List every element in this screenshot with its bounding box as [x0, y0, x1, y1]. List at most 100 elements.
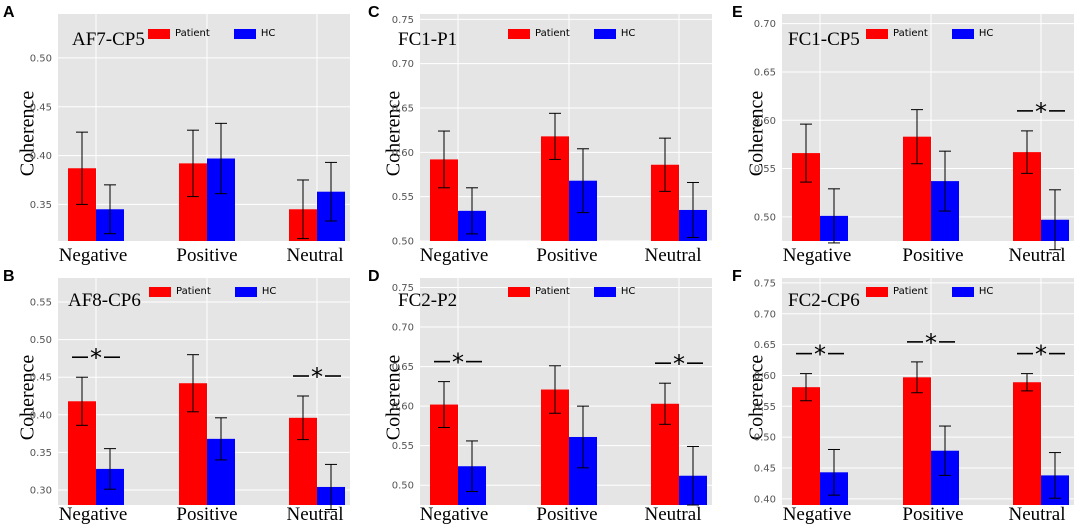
patient-bar-neutral — [1013, 382, 1041, 505]
x-tick-label: Positive — [536, 504, 598, 525]
x-tick-label: Positive — [536, 245, 598, 266]
legend-patient-label: Patient — [535, 286, 570, 297]
legend-hc-label: HC — [261, 286, 277, 297]
panel-letter: E — [732, 4, 743, 21]
x-tick-label: Negative — [58, 245, 128, 266]
panel-letter: F — [732, 268, 742, 285]
chart-title: FC1-P1 — [398, 29, 458, 50]
y-tick-label: 0.65 — [754, 67, 776, 78]
legend-patient-label: Patient — [175, 28, 210, 39]
y-tick-label: 0.35 — [30, 200, 52, 211]
legend-patient: Patient — [866, 28, 928, 39]
panel-letter: B — [3, 268, 15, 285]
legend-patient-label: Patient — [893, 286, 928, 297]
legend-hc-label: HC — [620, 286, 636, 297]
panel-letter: D — [368, 268, 380, 285]
legend-hc: HC — [593, 286, 636, 297]
y-tick-label: 0.40 — [30, 410, 52, 421]
y-tick-label: 0.45 — [30, 373, 52, 384]
y-tick-label: 0.75 — [392, 15, 414, 26]
x-tick-label: Positive — [176, 245, 238, 266]
legend-hc-swatch — [593, 28, 616, 39]
x-tick-label: Neutral — [286, 504, 344, 525]
x-tick-label: Neutral — [1008, 245, 1066, 266]
legend: Patient HC — [508, 28, 659, 39]
y-tick-label: 0.50 — [754, 212, 776, 223]
chart-svg: 0.40 0.45 0.50 0.55 0.60 0.65 0.70 0.75 * * * — [754, 278, 1074, 505]
y-tick-label: 0.65 — [754, 340, 776, 351]
chart-panel-c: C Coherence 0.50 0.55 0.60 0.65 0.70 0.75 FC1… — [362, 0, 722, 266]
legend-patient: Patient — [508, 286, 570, 297]
chart-panel-e: E Coherence 0.50 0.55 0.60 0.65 0.70 * FC1-CP… — [724, 0, 1084, 266]
y-tick-label: 0.75 — [754, 278, 776, 289]
x-tick-label: Negative — [419, 245, 489, 266]
legend-hc-label: HC — [978, 28, 994, 39]
legend-hc-label: HC — [620, 28, 636, 39]
significance-star: * — [1035, 98, 1047, 126]
y-tick-label: 0.55 — [754, 164, 776, 175]
y-tick-label: 0.40 — [30, 151, 52, 162]
y-tick-label: 0.45 — [754, 463, 776, 474]
y-tick-label: 0.65 — [392, 103, 414, 114]
chart-title: AF7-CP5 — [72, 29, 145, 50]
legend: Patient HC — [508, 286, 659, 297]
legend-patient: Patient — [148, 28, 210, 39]
y-tick-label: 0.50 — [30, 335, 52, 346]
chart-svg: 0.50 0.55 0.60 0.65 0.70 0.75 * * — [392, 278, 712, 506]
y-tick-label: 0.30 — [30, 485, 52, 496]
x-tick-label: Neutral — [1008, 504, 1066, 525]
legend-hc-label: HC — [260, 28, 276, 39]
legend-patient-swatch — [866, 286, 888, 297]
y-tick-label: 0.70 — [392, 59, 414, 70]
y-tick-label: 0.60 — [392, 402, 414, 413]
y-tick-label: 0.50 — [392, 481, 414, 492]
y-tick-label: 0.60 — [754, 116, 776, 127]
chart-title: FC2-CP6 — [788, 290, 860, 311]
y-tick-label: 0.75 — [392, 283, 414, 294]
y-tick-label: 0.40 — [754, 494, 776, 505]
x-tick-label: Neutral — [644, 245, 702, 266]
significance-star: * — [452, 349, 464, 377]
legend: Patient HC — [866, 28, 1017, 39]
significance-star: * — [1035, 341, 1047, 369]
significance-star: * — [814, 341, 826, 369]
y-tick-label: 0.55 — [754, 402, 776, 413]
legend-hc: HC — [951, 28, 994, 39]
y-tick-label: 0.60 — [392, 148, 414, 159]
y-tick-label: 0.55 — [392, 192, 414, 203]
chart-svg: 0.50 0.55 0.60 0.65 0.70 0.75 — [392, 14, 712, 248]
legend-hc-swatch — [593, 286, 616, 297]
x-tick-label: Positive — [902, 504, 964, 525]
legend: Patient HC — [866, 286, 1017, 297]
patient-bar-positive — [903, 377, 931, 505]
significance-star: * — [311, 363, 323, 391]
legend: Patient HC — [148, 28, 299, 39]
significance-star: * — [673, 350, 685, 378]
legend-patient-swatch — [148, 28, 170, 39]
legend-hc-swatch — [951, 28, 974, 39]
legend-hc-swatch — [234, 286, 257, 297]
panel-letter: A — [3, 4, 15, 21]
legend-patient-label: Patient — [176, 286, 211, 297]
legend-patient: Patient — [866, 286, 928, 297]
y-tick-label: 0.55 — [392, 441, 414, 452]
legend-patient-swatch — [866, 28, 888, 39]
y-tick-label: 0.55 — [30, 298, 52, 309]
y-tick-label: 0.50 — [30, 53, 52, 64]
y-tick-label: 0.50 — [392, 237, 414, 248]
chart-panel-d: D Coherence 0.50 0.55 0.60 0.65 0.70 0.75 * * F… — [362, 264, 722, 528]
chart-panel-f: F Coherence 0.40 0.45 0.50 0.55 0.60 0.65 0.70… — [724, 264, 1084, 528]
y-tick-label: 0.60 — [754, 371, 776, 382]
legend-patient-swatch — [508, 286, 530, 297]
y-tick-label: 0.35 — [30, 448, 52, 459]
x-tick-label: Positive — [902, 245, 964, 266]
legend-hc: HC — [951, 286, 994, 297]
x-tick-label: Positive — [176, 504, 238, 525]
legend-patient: Patient — [149, 286, 211, 297]
legend-hc-label: HC — [978, 286, 994, 297]
y-tick-label: 0.70 — [392, 323, 414, 334]
chart-title: AF8-CP6 — [68, 290, 141, 311]
significance-star: * — [90, 344, 102, 372]
chart-title: FC1-CP5 — [788, 29, 860, 50]
chart-svg: 0.30 0.35 0.40 0.45 0.50 0.55 * * — [30, 278, 350, 511]
